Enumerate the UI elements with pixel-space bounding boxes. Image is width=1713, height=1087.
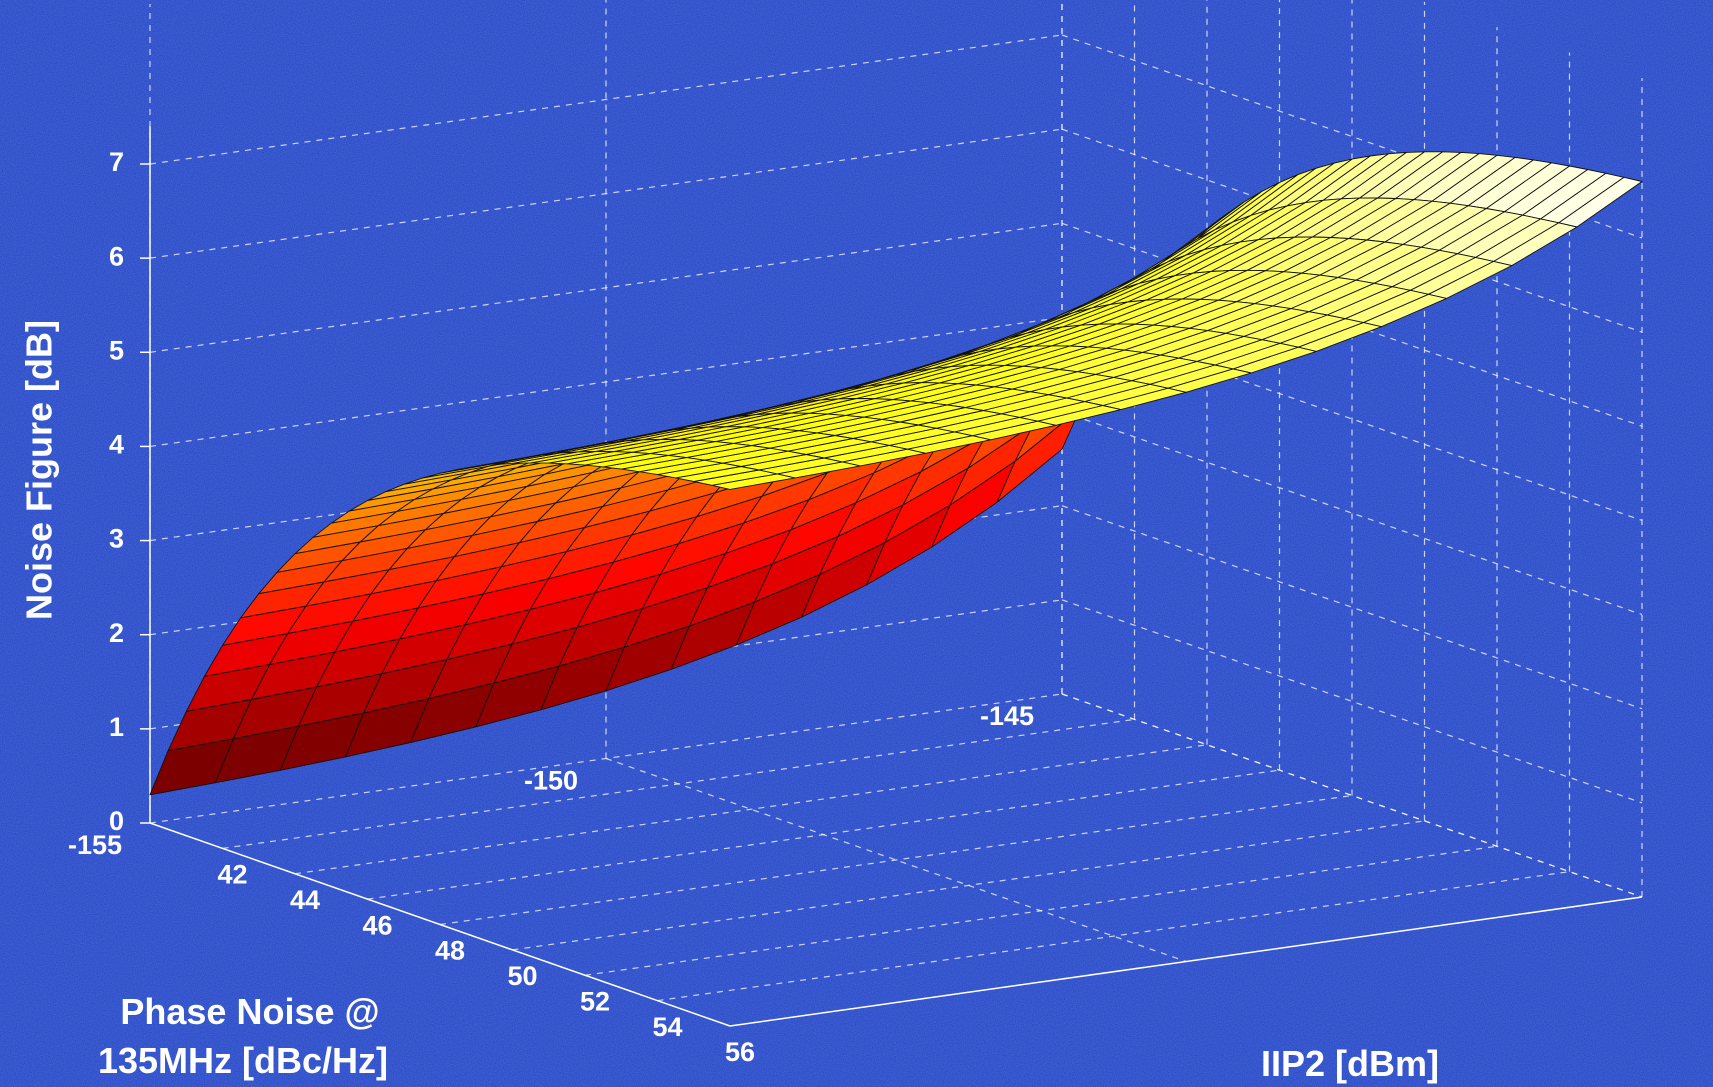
z-tick-label: 5 xyxy=(109,335,124,365)
surface-face xyxy=(149,738,234,796)
x-tick-label: 50 xyxy=(507,961,537,991)
y-axis-line xyxy=(149,822,731,1027)
x-tick-label: 54 xyxy=(652,1012,682,1042)
x-axis-title: IIP2 [dBm] xyxy=(1261,1043,1439,1084)
y-axis-title-line-2: 135MHz [dBc/Hz] xyxy=(98,1040,388,1081)
x-tick-label: 44 xyxy=(290,885,320,915)
x-axis-line xyxy=(729,896,1643,1027)
x-tick-label: 56 xyxy=(725,1037,755,1067)
z-axis-title: Noise Figure [dB] xyxy=(19,320,60,620)
z-tick-label: 0 xyxy=(109,806,124,836)
z-tick-label: 7 xyxy=(109,147,124,177)
x-tick-label: 46 xyxy=(362,910,392,940)
grid-line-z-left xyxy=(149,34,1063,165)
x-tick-label: 42 xyxy=(217,860,247,890)
y-tick-label: -155 xyxy=(68,830,122,860)
grid-line-x-floor xyxy=(439,794,1353,926)
grid-line-x-floor xyxy=(294,744,1208,875)
z-tick-label: 4 xyxy=(109,430,124,460)
y-tick-label: -145 xyxy=(980,701,1034,731)
grid-line-x-floor xyxy=(657,871,1570,1002)
axes xyxy=(140,126,1643,1027)
x-tick-label: 52 xyxy=(580,986,610,1016)
z-tick-label: 3 xyxy=(109,524,124,554)
z-tick-label: 2 xyxy=(109,618,124,648)
z-tick-label: 6 xyxy=(109,241,124,271)
y-tick-label: -150 xyxy=(524,766,578,796)
y-axis-title-line-1: Phase Noise @ xyxy=(120,991,379,1032)
surface-mesh xyxy=(149,151,1643,796)
x-tick-label: 48 xyxy=(435,936,465,966)
z-tick-label: 1 xyxy=(109,712,124,742)
